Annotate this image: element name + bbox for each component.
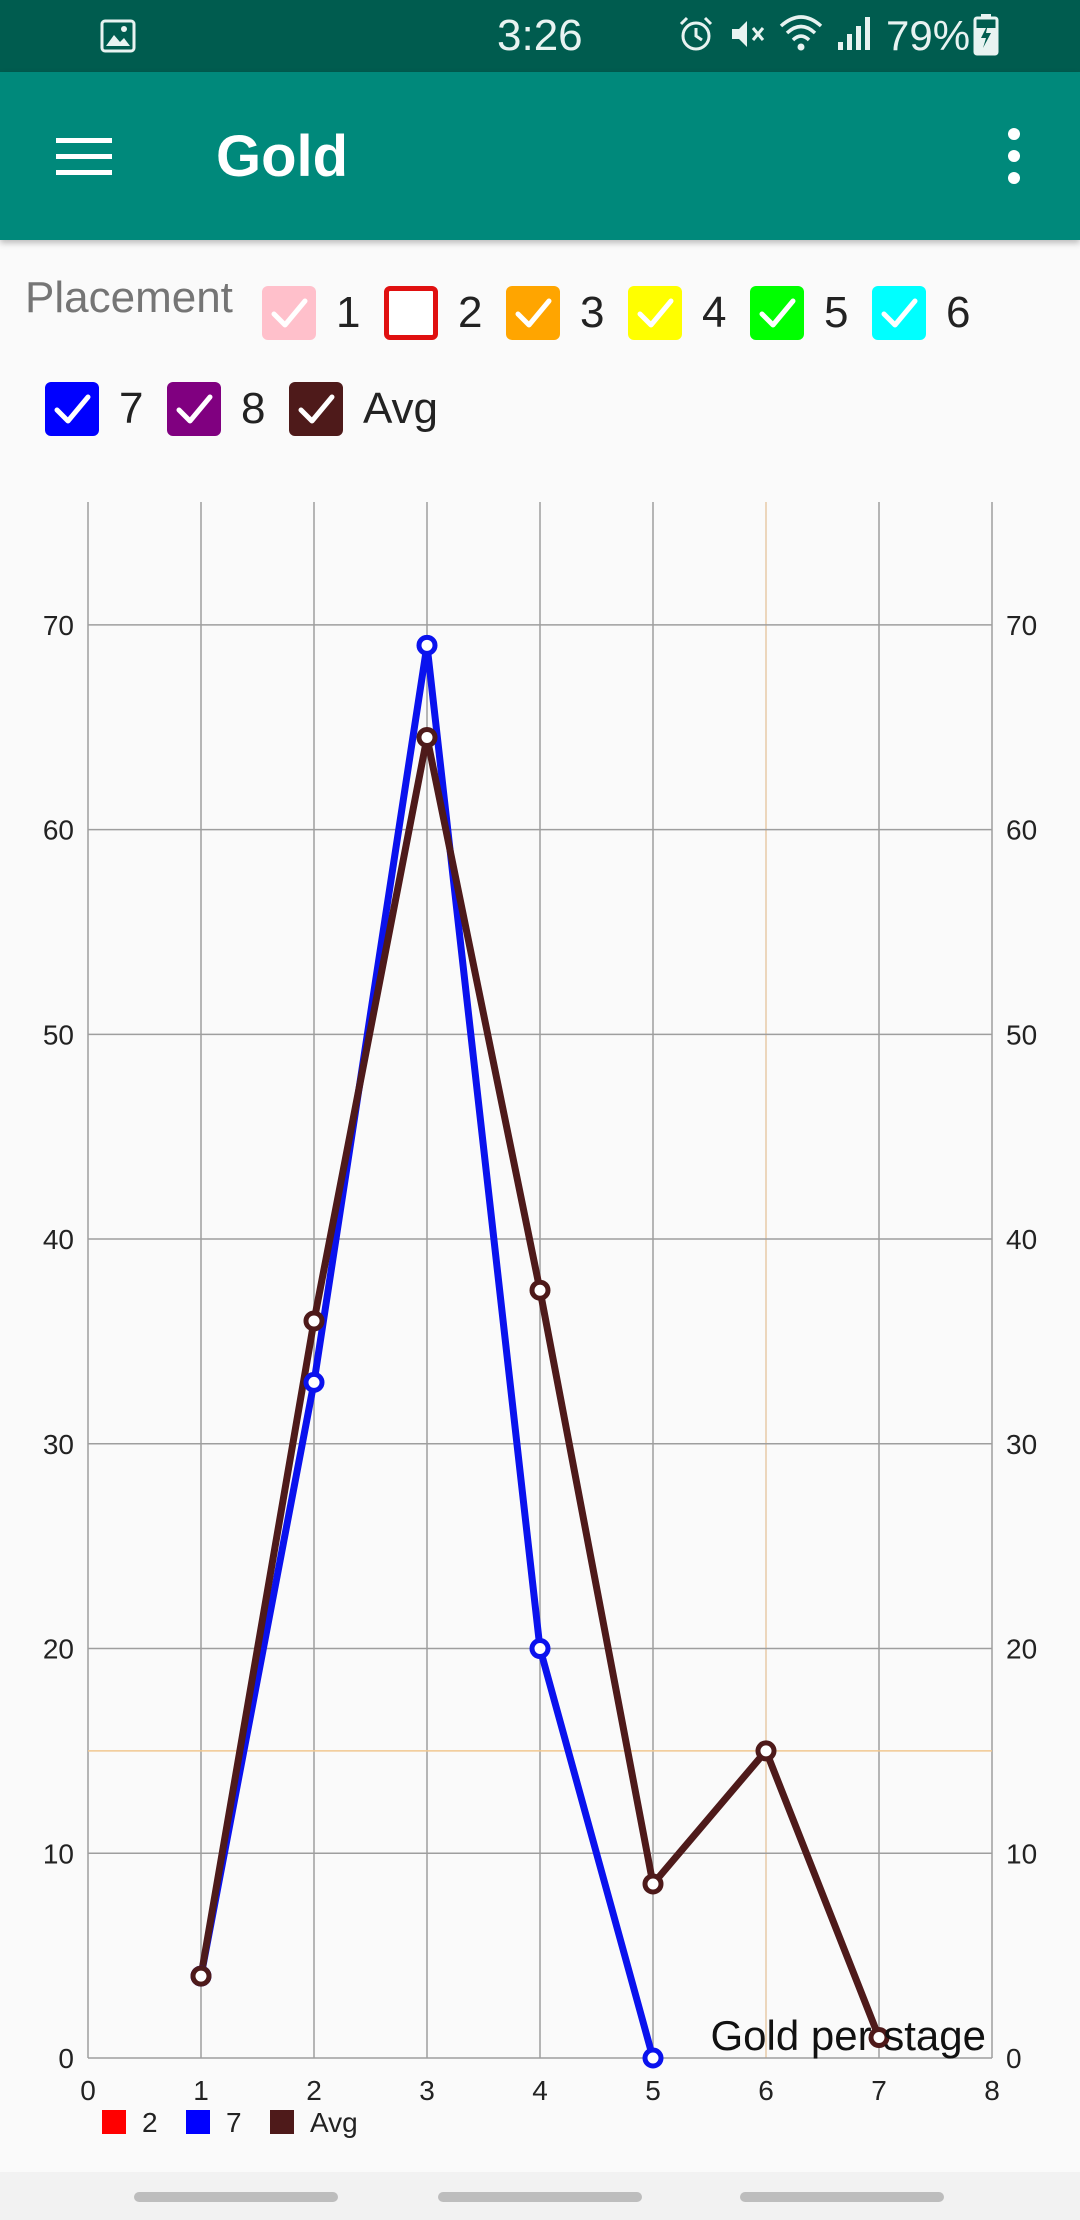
x-tick-label: 4 <box>532 2075 548 2106</box>
placement-checkbox-4[interactable] <box>628 286 682 340</box>
data-point-avg <box>868 2027 890 2049</box>
placement-label-avg: Avg <box>363 384 439 433</box>
data-point-7 <box>642 2047 664 2069</box>
y-tick-label-left: 20 <box>43 1634 74 1665</box>
placement-checkbox-1[interactable] <box>262 286 316 340</box>
check-icon <box>759 298 796 328</box>
x-tick-label: 8 <box>984 2075 1000 2106</box>
battery-percent: 79% <box>886 12 971 59</box>
data-point-avg <box>529 1279 551 1301</box>
placement-checkbox-7[interactable] <box>45 382 99 436</box>
placement-checkbox-3[interactable] <box>506 286 560 340</box>
status-time: 3:26 <box>497 11 583 60</box>
data-point-avg <box>755 1740 777 1762</box>
x-tick-label: 2 <box>306 2075 322 2106</box>
legend-label-7: 7 <box>226 2107 242 2138</box>
menu-button[interactable] <box>40 120 128 192</box>
y-tick-label-left: 0 <box>58 2043 74 2074</box>
legend-swatch-avg <box>270 2110 294 2134</box>
y-tick-label-left: 30 <box>43 1429 74 1460</box>
x-tick-label: 0 <box>80 2075 96 2106</box>
placement-checkbox-8[interactable] <box>167 382 221 436</box>
data-point-avg <box>416 726 438 748</box>
y-tick-label-left: 50 <box>43 1019 74 1050</box>
placement-label-3: 3 <box>580 288 605 337</box>
status-bar: 3:26 79% <box>0 0 1080 72</box>
y-tick-label-right: 20 <box>1006 1634 1037 1665</box>
x-tick-label: 1 <box>193 2075 209 2106</box>
placement-label-6: 6 <box>946 288 971 337</box>
placement-label-7: 7 <box>119 384 144 433</box>
x-tick-label: 3 <box>419 2075 435 2106</box>
data-point-7 <box>303 1371 325 1393</box>
x-tick-label: 5 <box>645 2075 661 2106</box>
battery-charging-icon <box>973 14 999 56</box>
data-point-avg <box>642 1873 664 1895</box>
check-icon <box>637 298 674 328</box>
nav-back-button[interactable] <box>740 2192 944 2202</box>
page-title: Gold <box>216 124 349 189</box>
more-vert-icon <box>1008 128 1020 184</box>
placement-checkbox-2[interactable] <box>384 286 438 340</box>
chart-description: Gold per stage <box>710 2012 986 2059</box>
placement-checkbox-5[interactable] <box>750 286 804 340</box>
y-tick-label-right: 10 <box>1006 1838 1037 1869</box>
y-tick-label-right: 0 <box>1006 2043 1022 2074</box>
placement-label-8: 8 <box>241 384 266 433</box>
data-point-7 <box>416 634 438 656</box>
legend-label-2: 2 <box>142 2107 158 2138</box>
check-icon <box>515 298 552 328</box>
mute-icon <box>732 21 765 47</box>
legend-label-avg: Avg <box>310 2107 358 2138</box>
check-icon <box>54 394 91 424</box>
data-point-avg <box>190 1965 212 1987</box>
y-tick-label-right: 60 <box>1006 815 1037 846</box>
hamburger-icon <box>56 138 112 175</box>
y-tick-label-left: 40 <box>43 1224 74 1255</box>
alarm-icon <box>679 16 713 51</box>
placement-label-1: 1 <box>336 288 361 337</box>
placement-checkbox-avg[interactable] <box>289 382 343 436</box>
placement-label: Placement <box>25 273 233 322</box>
wifi-icon <box>779 15 823 51</box>
data-point-7 <box>529 1638 551 1660</box>
placement-label-5: 5 <box>824 288 849 337</box>
nav-home-button[interactable] <box>438 2192 642 2202</box>
y-tick-label-left: 60 <box>43 815 74 846</box>
x-tick-label: 7 <box>871 2075 887 2106</box>
y-tick-label-left: 10 <box>43 1838 74 1869</box>
image-icon <box>100 19 136 53</box>
legend-swatch-7 <box>186 2110 210 2134</box>
y-tick-label-right: 30 <box>1006 1429 1037 1460</box>
x-tick-label: 6 <box>758 2075 774 2106</box>
check-icon <box>298 394 335 424</box>
check-icon <box>176 394 213 424</box>
app-bar: Gold <box>0 72 1080 240</box>
more-options-button[interactable] <box>990 120 1038 192</box>
legend-swatch-2 <box>102 2110 126 2134</box>
y-tick-label-right: 70 <box>1006 610 1037 641</box>
y-tick-label-right: 50 <box>1006 1019 1037 1050</box>
navigation-bar <box>0 2172 1080 2220</box>
placement-label-2: 2 <box>458 288 483 337</box>
data-point-avg <box>303 1310 325 1332</box>
check-icon <box>881 298 918 328</box>
signal-icon <box>838 17 870 50</box>
placement-label-4: 4 <box>702 288 727 337</box>
nav-recent-button[interactable] <box>134 2192 338 2202</box>
y-tick-label-right: 40 <box>1006 1224 1037 1255</box>
placement-checkbox-6[interactable] <box>872 286 926 340</box>
check-icon <box>271 298 308 328</box>
y-tick-label-left: 70 <box>43 610 74 641</box>
